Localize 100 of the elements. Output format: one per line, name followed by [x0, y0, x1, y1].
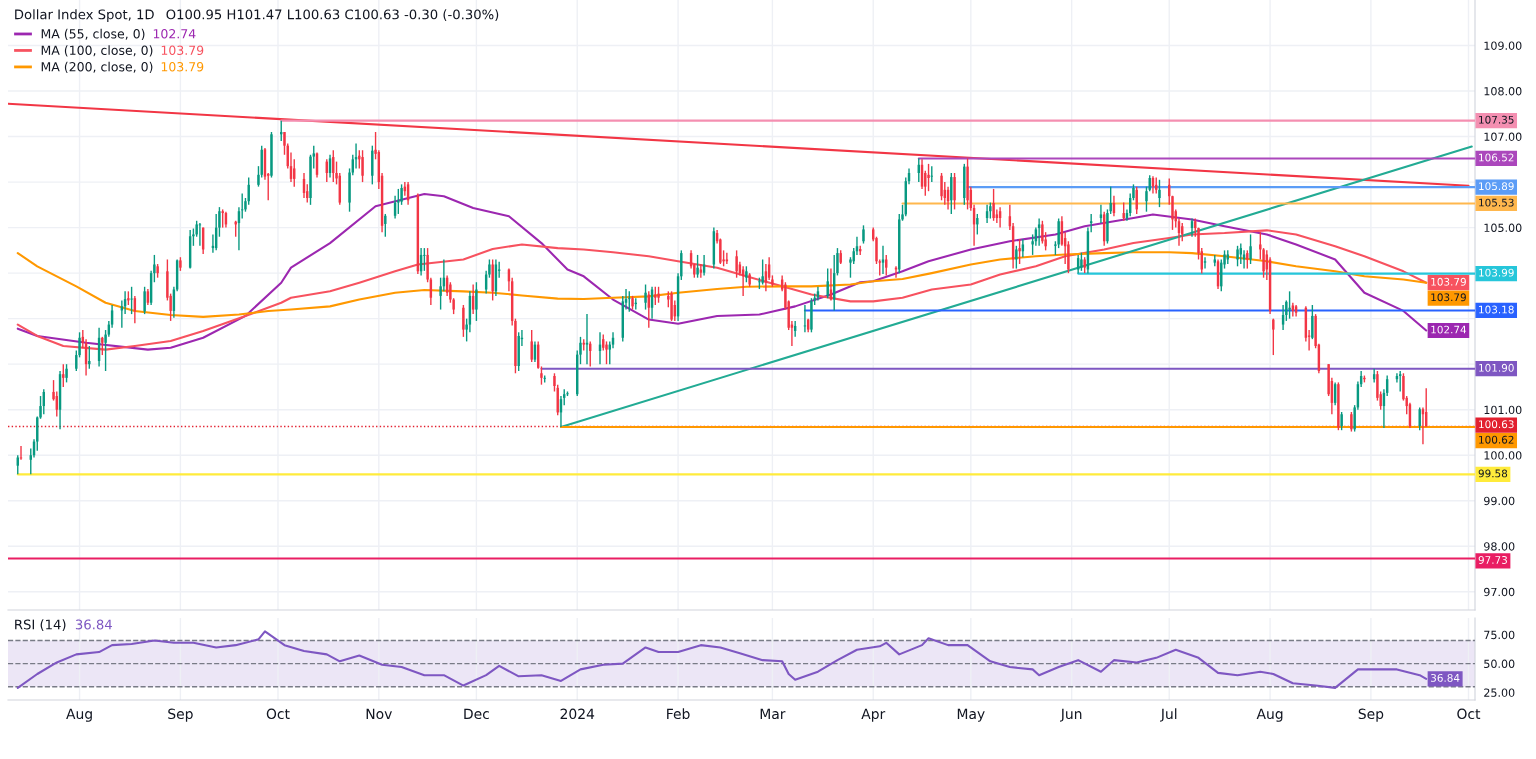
y-tick-label: 105.00 [1484, 223, 1522, 232]
candlestick [361, 149, 364, 183]
candlestick [654, 286, 657, 306]
candlestick [540, 365, 543, 386]
data-label: 102.74 [1431, 325, 1467, 334]
candlestick [384, 213, 387, 238]
candlestick [976, 213, 979, 236]
candlestick [1340, 411, 1343, 431]
x-tick-label: May [957, 708, 985, 722]
candlestick [1246, 249, 1249, 270]
candlestick [702, 254, 706, 277]
candlestick [1203, 256, 1207, 270]
candlestick [62, 363, 65, 388]
line-series [16, 251, 1428, 318]
candlestick [1018, 238, 1021, 265]
candlestick [927, 163, 930, 192]
y-tick-label: 75.00 [1484, 630, 1515, 640]
data-label: 103.79 [1431, 277, 1466, 286]
candlestick [644, 283, 647, 311]
candlestick [491, 258, 494, 302]
candlestick [670, 290, 673, 322]
candlestick [1015, 245, 1018, 270]
candlestick [423, 247, 426, 272]
text: O100.95 H101.47 L100.63 C100.63 -0.30 (-0.30%) [166, 9, 499, 21]
x-tick-label: Nov [366, 708, 392, 720]
y-tick-label: 109.00 [1484, 41, 1522, 50]
x-tick-label: Aug [66, 708, 92, 722]
text: Dollar Index Spot, 1D [15, 9, 154, 22]
candlestick [270, 131, 273, 179]
y-tick-label: 108.00 [1484, 87, 1522, 96]
candlestick [462, 304, 465, 338]
candlestick [953, 172, 956, 211]
candlestick [992, 188, 995, 222]
x-tick-label: Feb [667, 708, 690, 720]
candlestick [143, 286, 146, 315]
candlestick [966, 157, 969, 211]
candlestick [735, 249, 738, 279]
candlestick [127, 290, 130, 306]
candlestick [1135, 185, 1138, 215]
ref-line-label: 100.63 [1479, 420, 1514, 429]
data-label: 105.89 [1479, 182, 1514, 191]
candlestick [745, 265, 748, 283]
candlestick [156, 263, 159, 279]
candlestick [1249, 233, 1252, 265]
candlestick [699, 263, 703, 279]
x-tick-label: Apr [861, 708, 886, 722]
candlestick [1080, 251, 1083, 272]
candlestick [810, 297, 813, 334]
y-tick-label: 101.00 [1484, 405, 1522, 415]
y-tick-label: 99.00 [1484, 496, 1515, 506]
candlestick [1363, 374, 1366, 384]
candlestick [530, 329, 533, 363]
x-tick-label: Dec [464, 708, 489, 720]
candlestick [65, 363, 68, 384]
candlestick [1122, 201, 1125, 222]
candlestick [1350, 411, 1353, 433]
candlestick [1158, 179, 1161, 208]
candlestick [1398, 370, 1402, 393]
data-label: 105.53 [1479, 198, 1514, 207]
data-label: 103.79 [1431, 293, 1466, 302]
y-tick-label: 25.00 [1484, 688, 1515, 697]
chart-title: RSI (14) [15, 619, 66, 631]
data-label: 97.73 [1478, 556, 1507, 564]
candlestick [950, 172, 953, 215]
x-tick-label: Sep [168, 708, 193, 722]
candlestick [1272, 317, 1275, 356]
candlestick [628, 290, 631, 313]
candlestick [826, 267, 829, 299]
candlestick [1145, 185, 1148, 213]
x-tick-label: Oct [266, 708, 290, 720]
candlestick [989, 201, 992, 220]
y-tick-label: 98.00 [1484, 542, 1515, 551]
data-label: 101.90 [1479, 363, 1514, 372]
text: 103.79 [161, 62, 204, 72]
data-label: 99.58 [1478, 469, 1508, 478]
x-tick-label: Aug [1256, 708, 1283, 722]
candlestick [198, 222, 202, 247]
x-tick-label: Jul [1160, 708, 1177, 722]
candlestick [631, 295, 634, 311]
legend-label: MA (100, close, 0) [41, 45, 153, 57]
data-label: 36.84 [1431, 673, 1460, 682]
x-tick-label: 2024 [560, 708, 595, 720]
candlestick [748, 272, 751, 288]
y-tick-label: 50.00 [1484, 659, 1515, 668]
candlestick [1236, 245, 1239, 268]
data-label: 103.99 [1479, 268, 1514, 277]
data-label: 100.62 [1479, 435, 1514, 444]
candlestick [1311, 304, 1314, 340]
data-label: 103.18 [1479, 305, 1514, 314]
candlestick [885, 254, 888, 277]
candlestick [88, 345, 91, 370]
candlestick [1288, 290, 1291, 320]
x-tick-label: Jun [1060, 708, 1082, 722]
candlestick [1418, 406, 1421, 431]
candlestick [761, 258, 764, 286]
candlestick [1083, 256, 1086, 274]
legend-label: MA (200, close, 0) [41, 61, 153, 73]
y-tick-label: 97.00 [1484, 587, 1515, 597]
line-series [16, 229, 1428, 351]
candlestick [475, 281, 478, 322]
